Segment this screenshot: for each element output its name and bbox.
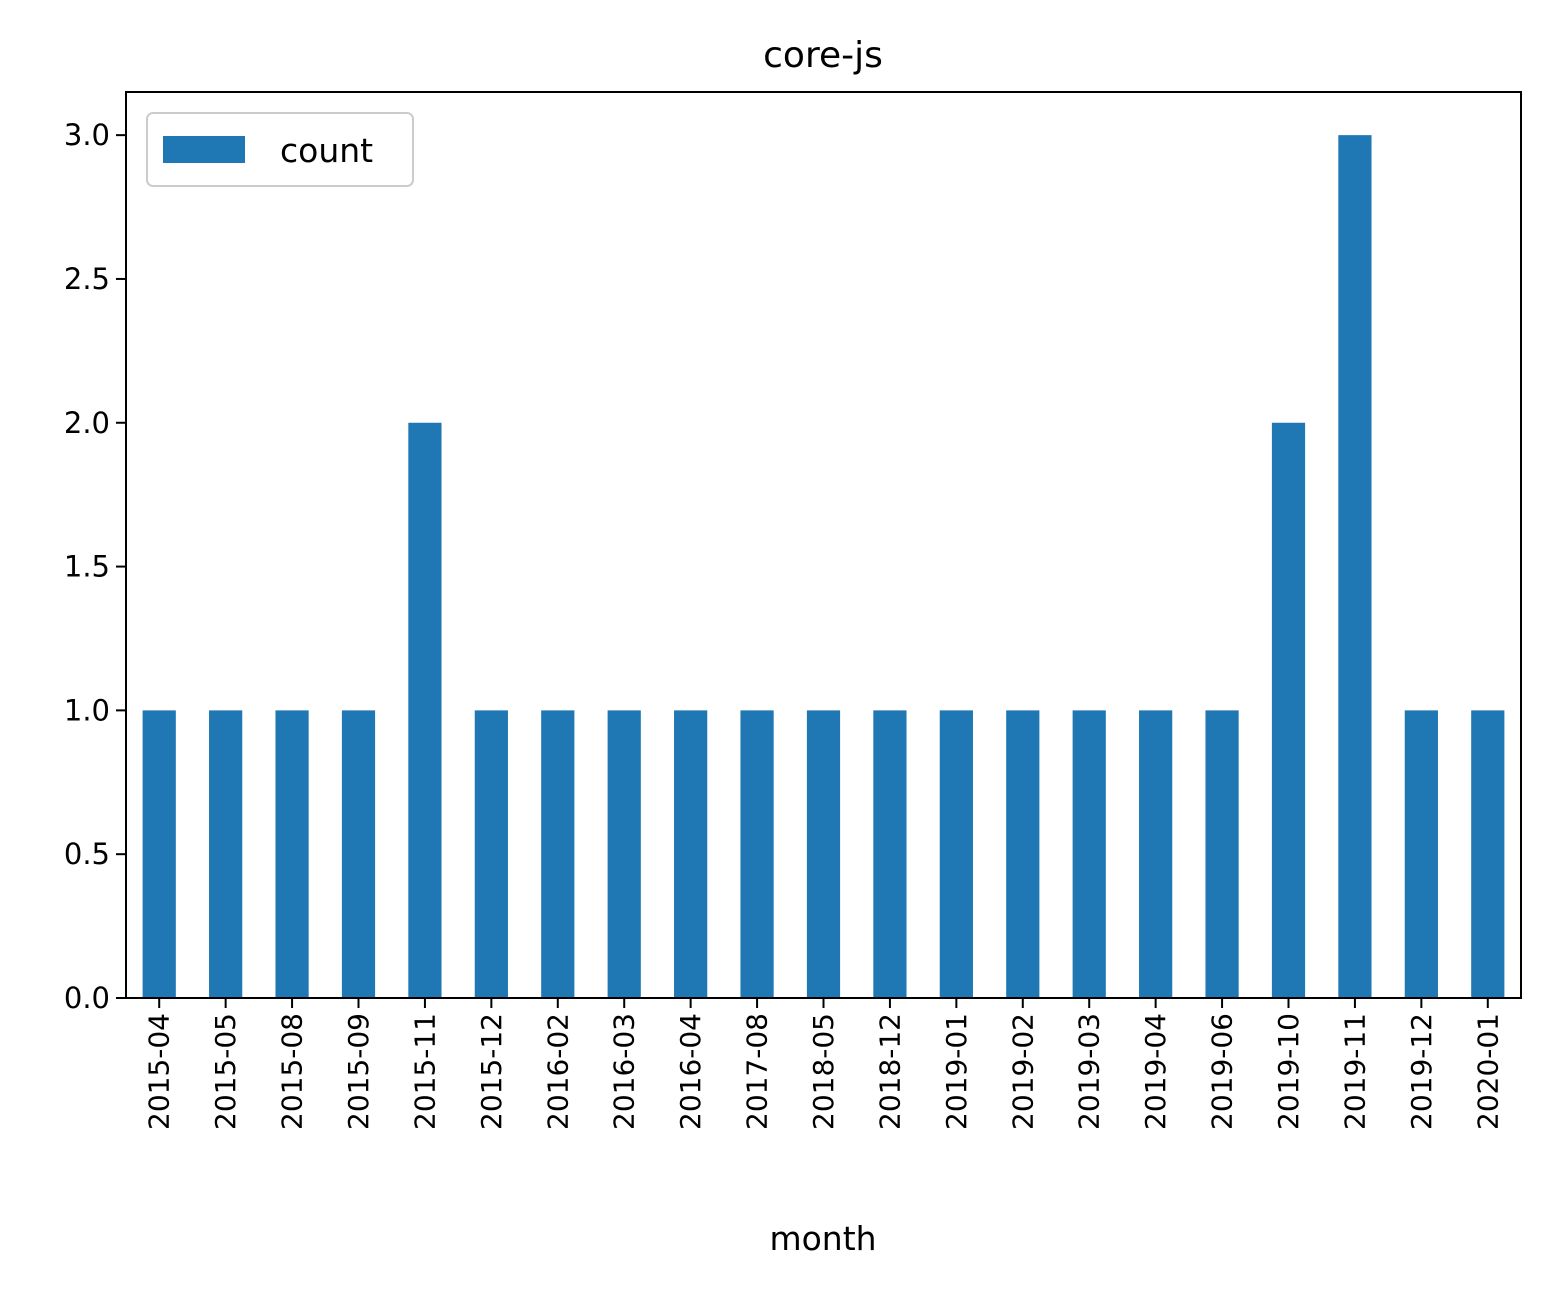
bar-2015-05	[209, 710, 243, 998]
y-tick-label: 0.5	[64, 837, 110, 871]
x-tick-label: 2019-01	[940, 1013, 973, 1130]
x-tick-label: 2019-03	[1073, 1013, 1106, 1130]
y-axis-ticks: 0.0 0.5 1.0 1.5 2.0 2.5 3.0	[64, 118, 126, 1015]
x-axis-ticks: 2015-04 2015-05 2015-08 2015-09 2015-11 2015-…	[143, 998, 1504, 1130]
x-tick-label: 2016-04	[674, 1013, 707, 1130]
y-tick-label: 1.0	[64, 693, 110, 727]
x-tick-label: 2019-11	[1338, 1013, 1371, 1130]
bar-2019-12	[1404, 710, 1438, 998]
x-tick-label: 2019-10	[1272, 1013, 1305, 1130]
y-tick-label: 2.5	[64, 262, 110, 296]
bar-2015-04	[142, 710, 176, 998]
x-tick-label: 2018-12	[873, 1013, 906, 1130]
x-tick-label: 2015-09	[342, 1013, 375, 1130]
legend-swatch	[163, 136, 245, 163]
bar-2019-10	[1271, 422, 1306, 998]
x-tick-label: 2015-08	[276, 1013, 309, 1130]
bar-2019-06	[1205, 710, 1239, 998]
x-tick-label: 2015-05	[209, 1013, 242, 1130]
bar-2016-03	[607, 710, 641, 998]
x-tick-label: 2019-04	[1139, 1013, 1172, 1130]
x-tick-label: 2016-02	[541, 1013, 574, 1130]
bars	[142, 135, 1505, 998]
bar-2019-03	[1072, 710, 1106, 998]
bar-2015-11	[408, 422, 442, 998]
legend-box	[146, 112, 414, 187]
x-axis-label: month	[769, 1219, 876, 1258]
x-tick-label: 2015-12	[475, 1013, 508, 1130]
bar-2015-09	[341, 710, 376, 998]
x-tick-label: 2015-11	[408, 1013, 441, 1130]
legend: count	[146, 112, 414, 187]
bar-2015-12	[474, 710, 508, 998]
x-tick-label: 2019-06	[1206, 1013, 1239, 1130]
y-tick-label: 0.0	[64, 981, 110, 1015]
x-tick-label: 2016-03	[608, 1013, 641, 1130]
x-tick-label: 2015-04	[143, 1013, 176, 1130]
y-tick-label: 3.0	[64, 118, 110, 152]
bar-2018-12	[873, 710, 907, 998]
bar-2020-01	[1471, 710, 1505, 998]
bar-2016-02	[541, 710, 575, 998]
x-tick-label: 2017-08	[741, 1013, 774, 1130]
legend-label: count	[280, 131, 373, 170]
x-tick-label: 2019-02	[1006, 1013, 1039, 1130]
bar-2018-05	[806, 710, 841, 998]
bar-2019-11	[1338, 135, 1372, 998]
bar-2019-02	[1006, 710, 1040, 998]
y-tick-label: 1.5	[64, 550, 110, 584]
x-tick-label: 2020-01	[1471, 1013, 1504, 1130]
x-tick-label: 2018-05	[807, 1013, 840, 1130]
y-tick-label: 2.0	[64, 406, 110, 440]
plot-frame	[125, 91, 1522, 999]
bar-2019-04	[1139, 710, 1173, 998]
bar-2019-01	[939, 710, 973, 998]
chart-title: core-js	[763, 35, 883, 76]
bar-2017-08	[740, 710, 774, 998]
x-tick-label: 2019-12	[1405, 1013, 1438, 1130]
bar-2016-04	[674, 710, 708, 998]
bar-2015-08	[275, 710, 309, 998]
